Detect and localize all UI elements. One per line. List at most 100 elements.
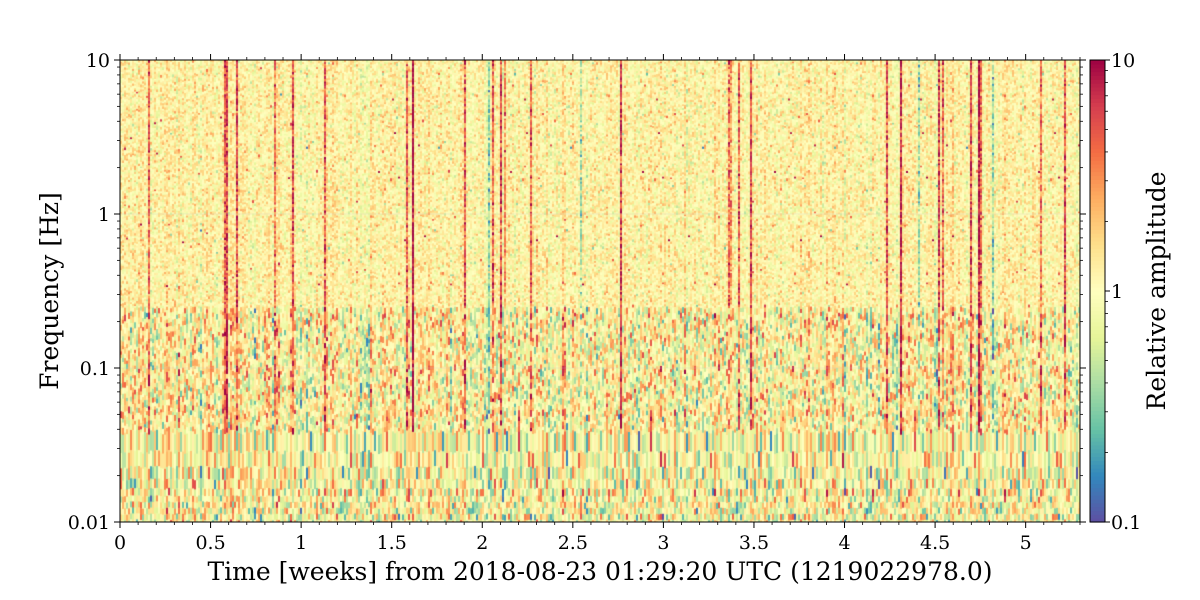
colorbar-segment bbox=[1090, 214, 1105, 219]
x-tick-label: 3.5 bbox=[739, 532, 769, 554]
colorbar-segment bbox=[1090, 125, 1105, 130]
x-tick-label: 2.5 bbox=[558, 532, 588, 554]
colorbar-segment bbox=[1090, 98, 1105, 103]
colorbar-segment bbox=[1090, 398, 1105, 404]
colorbar-segment bbox=[1090, 298, 1105, 304]
colorbar-tick-label: 1 bbox=[1111, 281, 1123, 303]
colorbar-segment bbox=[1090, 237, 1105, 242]
colorbar-segment bbox=[1090, 506, 1105, 512]
x-tick-label: 4.5 bbox=[920, 532, 950, 554]
colorbar-segment bbox=[1090, 325, 1105, 331]
x-tick-label: 0 bbox=[114, 532, 126, 554]
x-tick-label: 0.5 bbox=[195, 532, 225, 554]
colorbar-segment bbox=[1090, 163, 1105, 169]
colorbar-segment bbox=[1090, 152, 1105, 157]
colorbar-segment bbox=[1090, 437, 1105, 442]
colorbar-segment bbox=[1090, 217, 1105, 223]
colorbar-segment bbox=[1090, 479, 1105, 485]
x-tick-label: 1 bbox=[295, 532, 307, 554]
colorbar-segment bbox=[1090, 137, 1105, 142]
colorbar-segment bbox=[1090, 106, 1105, 111]
colorbar-segment bbox=[1090, 206, 1105, 211]
colorbar-segment bbox=[1090, 502, 1105, 508]
x-tick-label: 4 bbox=[838, 532, 850, 554]
colorbar-segment bbox=[1090, 364, 1105, 369]
plot-frame bbox=[119, 59, 1081, 523]
colorbar-segment bbox=[1090, 294, 1105, 300]
colorbar-segment bbox=[1090, 321, 1105, 327]
x-tick-label: 2 bbox=[476, 532, 488, 554]
colorbar-segment bbox=[1090, 368, 1105, 373]
colorbar-segment bbox=[1090, 175, 1105, 180]
colorbar-segment bbox=[1090, 86, 1105, 92]
plot-area bbox=[120, 60, 1080, 522]
y-tick-label: 0.01 bbox=[68, 512, 110, 534]
colorbar-segment bbox=[1090, 483, 1105, 488]
colorbar-segment bbox=[1090, 279, 1105, 284]
colorbar-segment bbox=[1090, 317, 1105, 323]
colorbar-segment bbox=[1090, 248, 1105, 254]
colorbar-segment bbox=[1090, 310, 1105, 315]
colorbar-segment bbox=[1090, 487, 1105, 492]
colorbar-segment bbox=[1090, 194, 1105, 200]
spectrogram-image bbox=[120, 60, 1080, 522]
colorbar-segment bbox=[1090, 187, 1105, 192]
colorbar-segment bbox=[1090, 71, 1105, 76]
y-tick-label: 0.1 bbox=[80, 358, 110, 380]
colorbar-segment bbox=[1090, 471, 1105, 477]
colorbar-segment bbox=[1090, 460, 1105, 465]
colorbar-segment bbox=[1090, 63, 1105, 69]
colorbar-segment bbox=[1090, 233, 1105, 238]
colorbar-segment bbox=[1090, 495, 1105, 500]
colorbar-segment bbox=[1090, 456, 1105, 461]
colorbar-segment bbox=[1090, 356, 1105, 361]
colorbar-segment bbox=[1090, 83, 1105, 88]
colorbar-segment bbox=[1090, 287, 1105, 292]
colorbar-segment bbox=[1090, 441, 1105, 446]
colorbar-segment bbox=[1090, 445, 1105, 450]
colorbar-tick-label: 0.1 bbox=[1111, 512, 1141, 534]
colorbar-segment bbox=[1090, 225, 1105, 230]
colorbar-segment bbox=[1090, 410, 1105, 415]
colorbar-segment bbox=[1090, 60, 1105, 65]
colorbar-segment bbox=[1090, 448, 1105, 454]
colorbar-segment bbox=[1090, 110, 1105, 115]
colorbar-segment bbox=[1090, 468, 1105, 473]
colorbar-segment bbox=[1090, 491, 1105, 496]
colorbar-segment bbox=[1090, 140, 1105, 146]
colorbar-segment bbox=[1090, 160, 1105, 165]
colorbar-segment bbox=[1090, 498, 1105, 504]
colorbar-segment bbox=[1090, 421, 1105, 427]
colorbar-segment bbox=[1090, 133, 1105, 138]
colorbar-segment bbox=[1090, 518, 1105, 523]
colorbar-segment bbox=[1090, 75, 1105, 80]
colorbar-segment bbox=[1090, 79, 1105, 84]
colorbar-segment bbox=[1090, 210, 1105, 215]
grid bbox=[120, 213, 1080, 369]
colorbar-segment bbox=[1090, 387, 1105, 392]
colorbar-segment bbox=[1090, 113, 1105, 119]
colorbar-segment bbox=[1090, 156, 1105, 161]
colorbar-segment bbox=[1090, 291, 1105, 296]
colorbar-segment bbox=[1090, 402, 1105, 408]
colorbar-segment bbox=[1090, 302, 1105, 307]
colorbar-segment bbox=[1090, 94, 1105, 100]
colorbar-segment bbox=[1090, 198, 1105, 204]
colorbar-segment bbox=[1090, 179, 1105, 184]
colorbar-segment bbox=[1090, 102, 1105, 107]
colorbar-segment bbox=[1090, 352, 1105, 358]
x-axis-label: Time [weeks] from 2018-08-23 01:29:20 UT… bbox=[208, 557, 993, 586]
x-tick-label: 5 bbox=[1020, 532, 1032, 554]
colorbar-segment bbox=[1090, 383, 1105, 388]
colorbar-segment bbox=[1090, 514, 1105, 519]
y-axis: 0.01 0.1 1 10 bbox=[68, 50, 1086, 534]
colorbar-segment bbox=[1090, 283, 1105, 288]
colorbar-segment bbox=[1090, 329, 1105, 334]
colorbar-segment bbox=[1090, 371, 1105, 377]
colorbar-segment bbox=[1090, 117, 1105, 123]
colorbar-segment bbox=[1090, 433, 1105, 438]
colorbar-segment bbox=[1090, 267, 1105, 273]
colorbar-segment bbox=[1090, 391, 1105, 396]
colorbar-segment bbox=[1090, 337, 1105, 342]
colorbar-axis: 0.1 1 10 bbox=[1105, 50, 1141, 534]
